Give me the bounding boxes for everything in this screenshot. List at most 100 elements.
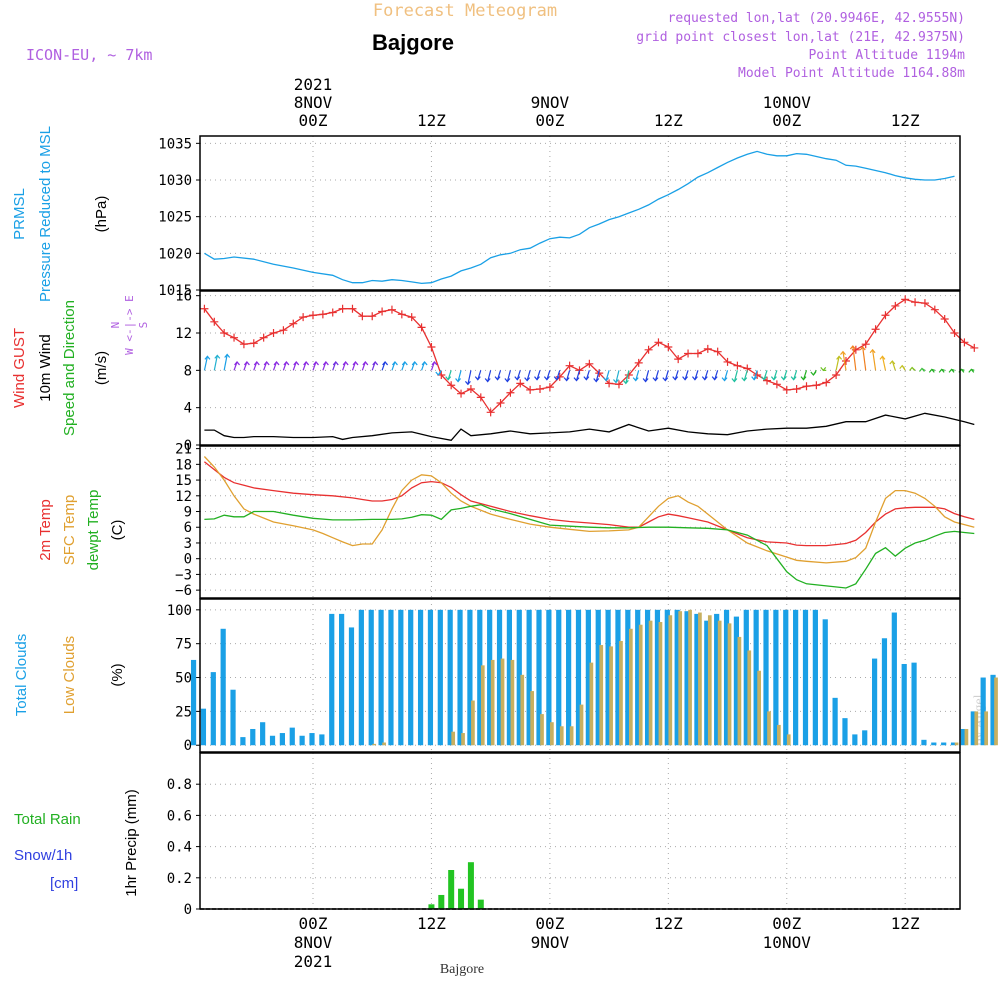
low-cloud-bar: [737, 636, 742, 746]
low-cloud-bar: [658, 622, 663, 746]
wind-arrow: [213, 355, 218, 371]
panel-label: Total Rain: [14, 811, 81, 828]
wind-arrow-head: [263, 360, 270, 366]
panel-label: Low Clouds: [61, 636, 78, 714]
gust-marker: [318, 310, 327, 319]
wind-arrow-head: [382, 360, 389, 366]
gust-marker: [387, 305, 396, 314]
wind-arrow-head: [484, 378, 491, 383]
y-tick-label: 6: [184, 520, 192, 536]
total-cloud-bar: [220, 628, 226, 746]
wind-arrow-head: [603, 377, 610, 382]
total-cloud-bar: [339, 613, 345, 746]
gust-marker: [930, 305, 939, 314]
y-tick-label: 8: [184, 363, 192, 379]
wind-arrow-head: [899, 364, 906, 370]
top-time-label: 2021: [294, 75, 333, 94]
total-cloud-bar: [566, 609, 572, 746]
gust-marker: [299, 313, 308, 322]
low-cloud-bar: [550, 722, 554, 746]
panel-frame: [199, 445, 961, 599]
panel-label: (hPa): [93, 196, 110, 233]
total-cloud-bar: [891, 612, 897, 746]
top-time-label: 12Z: [654, 111, 683, 130]
total-cloud-bar: [417, 609, 424, 746]
total-cloud-bar: [269, 735, 276, 746]
bottom-time-label: 12Z: [417, 914, 446, 933]
total-cloud-bar: [980, 677, 986, 746]
panel-label: PRMSL: [11, 188, 28, 240]
wind-arrow: [546, 370, 551, 380]
total-cloud-bar: [398, 609, 404, 746]
low-cloud-bar: [777, 724, 781, 746]
wind-arrow-head: [849, 345, 856, 350]
wind-arrow: [835, 356, 840, 371]
wind-arrow-head: [204, 355, 211, 360]
chart-title: Forecast Meteogram: [373, 1, 557, 21]
y-tick-label: 21: [175, 442, 192, 458]
wind-arrow: [496, 370, 502, 380]
total-cloud-bar: [250, 728, 256, 746]
total-cloud-bar: [457, 609, 463, 746]
model-altitude: Model Point Altitude 1164.88m: [738, 66, 965, 81]
panel-label: Wind GUST: [11, 328, 28, 408]
wind-arrow: [457, 370, 462, 382]
wind-arrow: [743, 370, 748, 381]
wind-arrow-head: [652, 377, 659, 382]
bottom-time-label: 12Z: [891, 914, 920, 933]
wind-arrow-head: [761, 376, 767, 381]
gust-marker: [703, 344, 712, 353]
total-cloud-bar: [200, 708, 207, 746]
total-cloud-bar: [388, 609, 394, 746]
wind-arrow: [891, 360, 896, 371]
gust-marker: [782, 385, 791, 394]
low-cloud-bar: [619, 640, 623, 746]
top-time-label: 00Z: [299, 111, 328, 130]
gust-marker: [772, 380, 781, 389]
y-tick-label: 15: [175, 473, 192, 489]
wind-arrow-head: [642, 378, 649, 383]
total-cloud-bar: [299, 735, 305, 746]
gust-marker: [476, 393, 485, 402]
low-cloud-bar: [372, 743, 377, 746]
total-cloud-bar: [625, 609, 631, 746]
wind-arrow-head: [583, 376, 590, 381]
gust-marker: [763, 376, 772, 385]
wind-arrow-head: [553, 376, 560, 381]
gust-marker: [684, 349, 693, 358]
wind-arrow-head: [869, 348, 876, 354]
low-cloud-bar: [678, 611, 683, 746]
grid-point-coords: grid point closest lon,lat (21E, 42.9375…: [636, 30, 965, 45]
total-cloud-bar: [467, 609, 473, 746]
y-tick-label: 25: [175, 704, 192, 720]
wind-arrow-head: [780, 376, 787, 381]
gust-marker: [822, 378, 831, 387]
gust-marker: [960, 338, 969, 347]
top-time-label: 9NOV: [531, 93, 570, 112]
panel-label: (%): [109, 663, 126, 686]
low-cloud-bar: [786, 734, 791, 746]
wind-arrow-head: [253, 360, 260, 366]
wind-arrow: [203, 356, 209, 371]
bottom-time-label: 9NOV: [531, 933, 570, 952]
top-time-label: 12Z: [417, 111, 446, 130]
y-tick-label: 12: [175, 489, 192, 505]
wind-arrow-head: [632, 377, 639, 382]
wind-arrow-head: [820, 366, 827, 372]
gust-marker: [861, 340, 870, 349]
wind-arrow-head: [711, 376, 718, 381]
total-cloud-bar: [723, 609, 730, 746]
wind-arrow: [694, 370, 699, 380]
y-tick-label: 100: [167, 603, 192, 619]
wind-arrow: [802, 370, 808, 380]
total-cloud-bar: [802, 609, 809, 746]
top-time-label: 10NOV: [763, 93, 812, 112]
y-tick-label: 9: [184, 505, 192, 521]
wind-arrow: [684, 370, 689, 380]
wind-arrow: [526, 370, 531, 381]
gust-marker: [901, 295, 910, 304]
wind-arrow: [615, 370, 620, 383]
series-line: [203, 298, 975, 414]
low-cloud-bar: [757, 670, 761, 746]
bottom-time-label: 2021: [294, 952, 333, 971]
